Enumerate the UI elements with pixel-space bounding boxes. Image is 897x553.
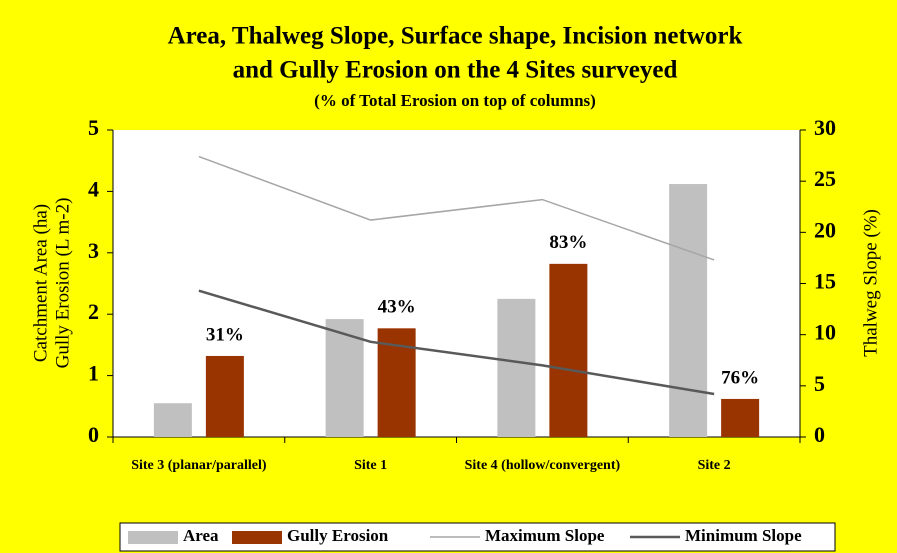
y2-tick-label: 0 (814, 422, 825, 447)
chart-title: Area, Thalweg Slope, Surface shape, Inci… (168, 23, 743, 50)
data-label: 31% (206, 324, 244, 345)
data-label: 43% (378, 297, 416, 318)
y2-tick-label: 10 (814, 320, 836, 345)
legend-label: Maximum Slope (485, 526, 605, 545)
y2-tick-label: 30 (814, 115, 836, 140)
y-axis-label: Gully Erosion (L m-2) (52, 198, 73, 369)
data-label: 76% (721, 367, 759, 388)
bar (669, 184, 708, 437)
bar (205, 355, 244, 437)
bar (153, 403, 192, 437)
y-tick-label: 2 (88, 299, 99, 324)
bar (549, 263, 588, 437)
chart-subtitle: (% of Total Erosion on top of columns) (314, 91, 596, 110)
y-tick-label: 4 (88, 176, 99, 201)
bar (497, 298, 536, 437)
y2-tick-label: 5 (814, 371, 825, 396)
x-tick-label: Site 4 (hollow/convergent) (465, 458, 621, 473)
legend-label: Minimum Slope (685, 526, 802, 545)
legend-swatch (232, 531, 282, 544)
y2-tick-label: 20 (814, 217, 836, 242)
y-tick-label: 1 (88, 361, 99, 386)
x-tick-label: Site 2 (698, 458, 731, 473)
legend-label: Gully Erosion (287, 526, 389, 545)
legend-swatch (128, 531, 178, 544)
x-tick-label: Site 3 (planar/parallel) (131, 458, 267, 473)
chart-title: and Gully Erosion on the 4 Sites surveye… (233, 57, 678, 84)
x-tick-label: Site 1 (354, 458, 387, 473)
legend-label: Area (183, 526, 219, 545)
line (198, 155, 715, 261)
y-tick-label: 0 (88, 422, 99, 447)
y-axis-label: Catchment Area (ha) (30, 204, 51, 362)
line (198, 289, 715, 396)
data-label: 83% (549, 232, 587, 253)
y2-tick-label: 25 (814, 166, 836, 191)
y-tick-label: 3 (88, 238, 99, 263)
y-tick-label: 5 (88, 115, 99, 140)
y2-axis-label: Thalweg Slope (%) (860, 209, 881, 357)
y2-tick-label: 15 (814, 269, 836, 294)
bar (721, 398, 760, 437)
